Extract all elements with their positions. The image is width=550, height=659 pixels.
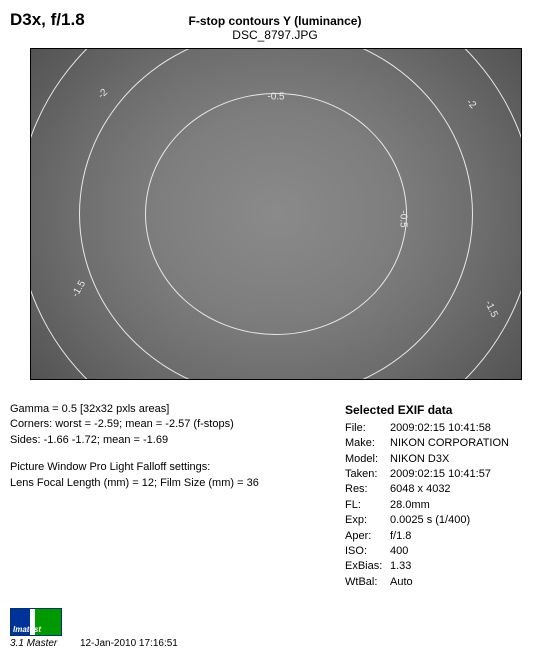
exif-value: Auto	[390, 576, 413, 588]
pwp-values: Lens Focal Length (mm) = 12; Film Size (…	[10, 476, 325, 491]
exif-value: 400	[390, 545, 408, 557]
exif-value: NIKON CORPORATION	[390, 437, 509, 449]
exif-value: NIKON D3X	[390, 453, 449, 465]
contour-plot: -0.5-0.5-1.5-1.5-2-2	[30, 48, 522, 380]
footer: 3.1 Master 12-Jan-2010 17:16:51	[10, 608, 540, 649]
exif-row: WtBal:Auto	[345, 575, 540, 590]
exif-row: Make:NIKON CORPORATION	[345, 436, 540, 451]
chart-area: -0.5-0.5-1.5-1.5-2-2	[30, 48, 520, 380]
contour-ring	[30, 48, 522, 380]
exif-key: Model:	[345, 452, 390, 467]
chart-header: F-stop contours Y (luminance) DSC_8797.J…	[10, 14, 540, 42]
exif-key: Make:	[345, 436, 390, 451]
exif-row: FL:28.0mm	[345, 498, 540, 513]
exif-key: Taken:	[345, 467, 390, 482]
exif-value: f/1.8	[390, 530, 411, 542]
exif-key: File:	[345, 421, 390, 436]
stat-corners: Corners: worst = -2.59; mean = -2.57 (f-…	[10, 417, 325, 432]
exif-key: FL:	[345, 498, 390, 513]
pwp-header: Picture Window Pro Light Falloff setting…	[10, 460, 325, 475]
chart-title-line2: DSC_8797.JPG	[10, 28, 540, 42]
exif-row: Res:6048 x 4032	[345, 482, 540, 497]
exif-row: Taken:2009:02:15 10:41:57	[345, 467, 540, 482]
exif-value: 0.0025 s (1/400)	[390, 514, 470, 526]
imatest-logo	[10, 608, 62, 636]
exif-row: ISO:400	[345, 544, 540, 559]
exif-value: 1.33	[390, 560, 411, 572]
exif-row: Exp:0.0025 s (1/400)	[345, 513, 540, 528]
exif-value: 28.0mm	[390, 499, 430, 511]
exif-row: Aper:f/1.8	[345, 529, 540, 544]
exif-key: Aper:	[345, 529, 390, 544]
exif-key: ExBias:	[345, 559, 390, 574]
stats-block: Gamma = 0.5 [32x32 pxls areas] Corners: …	[10, 402, 325, 590]
stat-sides: Sides: -1.66 -1.72; mean = -1.69	[10, 433, 325, 448]
timestamp: 12-Jan-2010 17:16:51	[80, 638, 178, 649]
exif-value: 6048 x 4032	[390, 483, 451, 495]
version-label: 3.1 Master	[10, 638, 57, 649]
exif-key: Exp:	[345, 513, 390, 528]
exif-row: File:2009:02:15 10:41:58	[345, 421, 540, 436]
exif-key: ISO:	[345, 544, 390, 559]
exif-block: Selected EXIF data File:2009:02:15 10:41…	[345, 402, 540, 590]
exif-header: Selected EXIF data	[345, 402, 540, 419]
exif-row: Model:NIKON D3X	[345, 452, 540, 467]
exif-value: 2009:02:15 10:41:58	[390, 422, 491, 434]
stat-gamma: Gamma = 0.5 [32x32 pxls areas]	[10, 402, 325, 417]
chart-title-line1: F-stop contours Y (luminance)	[10, 14, 540, 28]
exif-key: WtBal:	[345, 575, 390, 590]
exif-key: Res:	[345, 482, 390, 497]
exif-row: ExBias:1.33	[345, 559, 540, 574]
exif-value: 2009:02:15 10:41:57	[390, 468, 491, 480]
